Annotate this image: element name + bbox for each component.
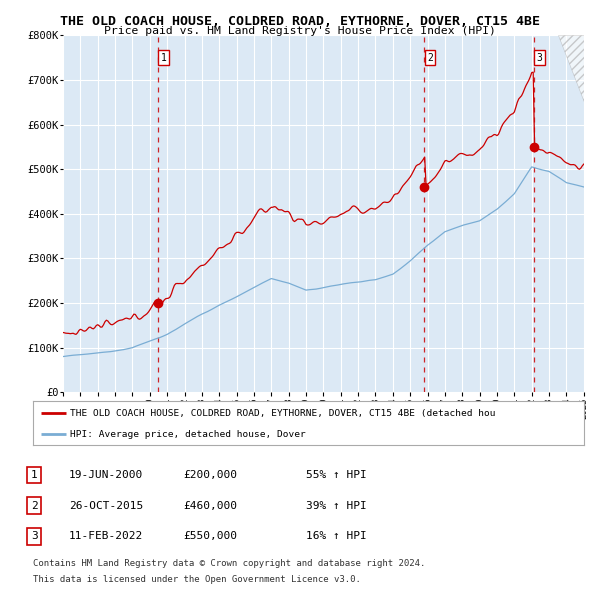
Text: 19-JUN-2000: 19-JUN-2000 (69, 470, 143, 480)
Polygon shape (558, 35, 584, 102)
Text: THE OLD COACH HOUSE, COLDRED ROAD, EYTHORNE, DOVER, CT15 4BE: THE OLD COACH HOUSE, COLDRED ROAD, EYTHO… (60, 15, 540, 28)
Text: £200,000: £200,000 (183, 470, 237, 480)
Text: Contains HM Land Registry data © Crown copyright and database right 2024.: Contains HM Land Registry data © Crown c… (33, 559, 425, 568)
Text: 3: 3 (31, 532, 38, 541)
Text: 2: 2 (427, 53, 433, 63)
Text: 1: 1 (31, 470, 38, 480)
Text: 16% ↑ HPI: 16% ↑ HPI (306, 532, 367, 541)
Text: 11-FEB-2022: 11-FEB-2022 (69, 532, 143, 541)
Text: This data is licensed under the Open Government Licence v3.0.: This data is licensed under the Open Gov… (33, 575, 361, 584)
Text: 26-OCT-2015: 26-OCT-2015 (69, 501, 143, 510)
Text: £550,000: £550,000 (183, 532, 237, 541)
Text: £460,000: £460,000 (183, 501, 237, 510)
Text: 39% ↑ HPI: 39% ↑ HPI (306, 501, 367, 510)
Text: Price paid vs. HM Land Registry's House Price Index (HPI): Price paid vs. HM Land Registry's House … (104, 26, 496, 36)
Text: HPI: Average price, detached house, Dover: HPI: Average price, detached house, Dove… (70, 430, 306, 439)
Text: 1: 1 (161, 53, 166, 63)
Text: 3: 3 (536, 53, 542, 63)
Text: 2: 2 (31, 501, 38, 510)
Text: 55% ↑ HPI: 55% ↑ HPI (306, 470, 367, 480)
Text: THE OLD COACH HOUSE, COLDRED ROAD, EYTHORNE, DOVER, CT15 4BE (detached hou: THE OLD COACH HOUSE, COLDRED ROAD, EYTHO… (70, 409, 496, 418)
